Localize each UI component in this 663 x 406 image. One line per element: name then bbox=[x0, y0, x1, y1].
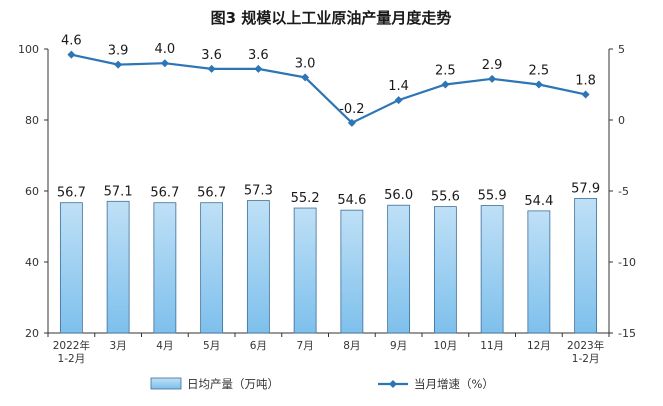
line-value-label: 3.9 bbox=[108, 44, 129, 59]
legend-bar-label: 日均产量（万吨） bbox=[187, 377, 279, 391]
bar bbox=[246, 200, 270, 334]
x-tick-label: 5月 bbox=[203, 340, 220, 352]
bar-value-label: 55.6 bbox=[431, 190, 460, 205]
bar-value-label: 57.3 bbox=[244, 184, 273, 199]
bar bbox=[200, 202, 224, 334]
line-value-label: 4.6 bbox=[61, 34, 82, 49]
bar-value-label: 54.4 bbox=[524, 194, 553, 209]
bar bbox=[387, 204, 411, 334]
line-point bbox=[67, 50, 76, 59]
line-value-label: 1.4 bbox=[388, 79, 409, 94]
bar-value-label: 57.1 bbox=[104, 184, 133, 199]
line-value-label: 4.0 bbox=[155, 42, 176, 57]
x-tick-label: 3月 bbox=[110, 340, 127, 352]
line-value-label: 2.5 bbox=[529, 64, 550, 79]
legend-bar-swatch bbox=[150, 377, 182, 390]
line-point bbox=[534, 80, 543, 89]
x-tick-label: 1-2月 bbox=[58, 353, 86, 365]
axes: 20 40 60 80 100 -15 -10 -5 0 5 bbox=[18, 43, 636, 340]
y-right-tick-label: -10 bbox=[618, 256, 636, 269]
bar bbox=[293, 207, 317, 334]
line-value-label: 1.8 bbox=[575, 73, 596, 88]
x-tick-label: 11月 bbox=[480, 340, 504, 352]
y-right-tick-label: -15 bbox=[618, 327, 636, 340]
bar bbox=[480, 205, 504, 334]
x-tick-label: 2022年 bbox=[53, 339, 90, 352]
line-value-label: 3.6 bbox=[201, 48, 222, 63]
y-left-tick-label: 20 bbox=[25, 327, 39, 340]
x-tick-label: 7月 bbox=[297, 340, 314, 352]
y-left-tick-label: 60 bbox=[25, 185, 39, 198]
chart-title: 图3 规模以上工业原油产量月度走势 bbox=[211, 9, 452, 27]
y-left-tick-label: 80 bbox=[25, 114, 39, 127]
bar bbox=[106, 200, 130, 334]
line-point bbox=[581, 90, 590, 99]
bar-value-label: 55.9 bbox=[478, 189, 507, 204]
y-right-tick-label: 0 bbox=[618, 114, 625, 127]
x-tick-label: 4月 bbox=[156, 340, 173, 352]
line-point bbox=[207, 64, 216, 73]
bar-value-label: 56.0 bbox=[384, 188, 413, 203]
bar bbox=[340, 209, 364, 334]
x-tick-label: 9月 bbox=[390, 340, 407, 352]
y-right-tick-label: 5 bbox=[618, 43, 625, 56]
line-value-label: 3.0 bbox=[295, 56, 316, 71]
x-tick-label: 10月 bbox=[433, 340, 457, 352]
line-series: 4.6 3.9 4.0 3.6 3.6 3.0 -0.2 1.4 2.5 2.9 2.5 1.8 bbox=[61, 34, 596, 127]
y-left-tick-label: 100 bbox=[18, 43, 39, 56]
line-point bbox=[441, 80, 450, 89]
line-value-label: 2.9 bbox=[482, 58, 503, 73]
growth-line bbox=[71, 53, 586, 125]
bar-value-label: 54.6 bbox=[337, 193, 366, 208]
line-point bbox=[488, 74, 497, 83]
line-point bbox=[254, 64, 263, 73]
y-left-tick-label: 40 bbox=[25, 256, 39, 269]
legend: 日均产量（万吨） 当月增速（%） bbox=[150, 377, 494, 391]
bar-value-label: 56.7 bbox=[197, 186, 226, 201]
bar bbox=[527, 210, 551, 334]
line-value-label: 2.5 bbox=[435, 64, 456, 79]
x-tick-label: 2023年 bbox=[567, 339, 604, 352]
bar-value-label: 55.2 bbox=[291, 191, 320, 206]
line-point bbox=[160, 59, 169, 68]
bar-value-label: 57.9 bbox=[571, 181, 600, 196]
legend-line-marker bbox=[389, 380, 397, 388]
line-value-label: 3.6 bbox=[248, 48, 269, 63]
line-point bbox=[394, 96, 403, 105]
legend-line-label: 当月增速（%） bbox=[414, 377, 494, 391]
x-tick-label: 6月 bbox=[250, 340, 267, 352]
bar bbox=[574, 198, 598, 334]
bar bbox=[433, 206, 457, 334]
x-tick-label: 12月 bbox=[527, 340, 551, 352]
line-value-label: -0.2 bbox=[339, 102, 364, 117]
bar-value-label: 56.7 bbox=[150, 186, 179, 201]
x-tick-label: 1-2月 bbox=[572, 353, 600, 365]
line-point bbox=[347, 118, 356, 127]
bar-value-label: 56.7 bbox=[57, 186, 86, 201]
x-tick-label: 8月 bbox=[343, 340, 360, 352]
line-point bbox=[301, 73, 310, 82]
bar bbox=[153, 202, 177, 334]
y-right-tick-label: -5 bbox=[618, 185, 629, 198]
bar-series: 56.7 57.1 56.7 56.7 57.3 55.2 54.6 56.0 55.6 55.9… bbox=[57, 181, 600, 334]
line-point bbox=[114, 60, 123, 69]
bar bbox=[59, 202, 83, 334]
